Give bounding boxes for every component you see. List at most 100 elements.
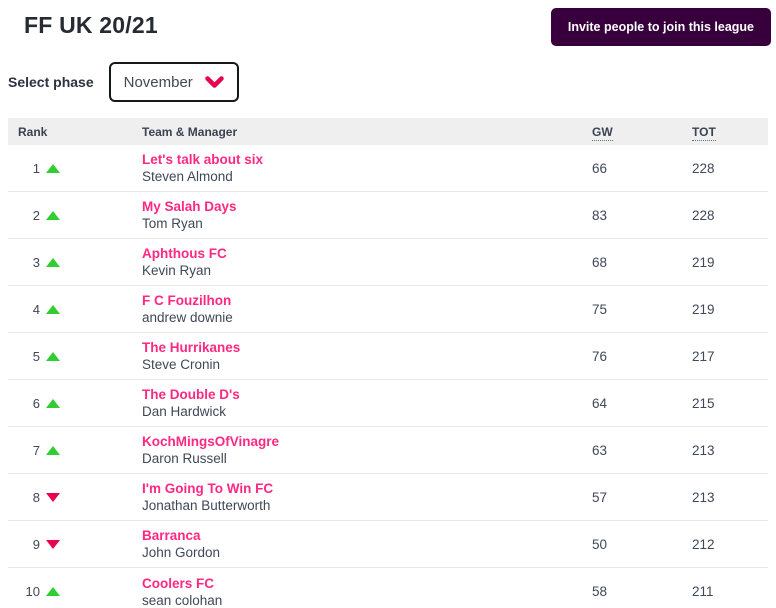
rank-number: 2 <box>32 207 40 223</box>
rank-number: 8 <box>32 489 40 505</box>
team-manager-cell: My Salah Days Tom Ryan <box>142 198 592 232</box>
rank-cell: 9 <box>18 537 142 552</box>
team-manager-cell: Barranca John Gordon <box>142 527 592 561</box>
column-header-tot: TOT <box>692 124 716 141</box>
team-manager-cell: KochMingsOfVinagre Daron Russell <box>142 433 592 467</box>
team-name-link[interactable]: Barranca <box>142 528 201 543</box>
team-manager-cell: The Hurrikanes Steve Cronin <box>142 339 592 373</box>
manager-name: Tom Ryan <box>142 216 203 231</box>
manager-name: Dan Hardwick <box>142 404 227 419</box>
team-manager-cell: Aphthous FC Kevin Ryan <box>142 245 592 279</box>
manager-name: Steven Almond <box>142 169 233 184</box>
rank-number: 10 <box>25 584 40 599</box>
team-name-link[interactable]: My Salah Days <box>142 199 237 214</box>
total-points: 228 <box>692 207 715 223</box>
gw-points: 76 <box>592 348 608 364</box>
movement-up-icon <box>46 257 60 267</box>
rank-cell: 1 <box>18 161 142 176</box>
rank-cell: 7 <box>18 443 142 458</box>
gw-points: 83 <box>592 207 608 223</box>
team-manager-cell: The Double D's Dan Hardwick <box>142 386 592 420</box>
table-row: 8 I'm Going To Win FC Jonathan Butterwor… <box>8 474 768 521</box>
page-title: FF UK 20/21 <box>24 12 158 38</box>
column-header-rank: Rank <box>18 124 48 139</box>
phase-dropdown-value: November <box>123 73 193 91</box>
gw-points: 50 <box>592 536 608 552</box>
total-points: 213 <box>692 442 715 458</box>
team-manager-cell: Coolers FC sean colohan <box>142 575 592 608</box>
rank-number: 6 <box>32 395 40 411</box>
manager-name: Jonathan Butterworth <box>142 498 271 513</box>
table-row: 9 Barranca John Gordon 50 212 <box>8 521 768 568</box>
gw-points: 66 <box>592 160 608 176</box>
gw-points: 58 <box>592 584 608 599</box>
rank-cell: 10 <box>18 584 142 599</box>
rank-cell: 5 <box>18 349 142 364</box>
team-manager-cell: Let's talk about six Steven Almond <box>142 151 592 185</box>
team-name-link[interactable]: The Hurrikanes <box>142 340 241 355</box>
table-row: 2 My Salah Days Tom Ryan 83 228 <box>8 192 768 239</box>
phase-dropdown[interactable]: November <box>108 62 239 102</box>
gw-points: 57 <box>592 489 608 505</box>
team-name-link[interactable]: The Double D's <box>142 387 240 402</box>
manager-name: sean colohan <box>142 592 223 608</box>
team-manager-cell: I'm Going To Win FC Jonathan Butterworth <box>142 480 592 514</box>
table-row: 10 Coolers FC sean colohan 58 211 <box>8 568 768 608</box>
movement-up-icon <box>46 304 60 314</box>
table-body: 1 Let's talk about six Steven Almond 66 … <box>8 145 768 608</box>
gw-points: 68 <box>592 254 608 270</box>
movement-up-icon <box>46 351 60 361</box>
total-points: 211 <box>692 584 714 599</box>
manager-name: andrew downie <box>142 310 233 325</box>
gw-points: 63 <box>592 442 608 458</box>
rank-cell: 4 <box>18 302 142 317</box>
rank-cell: 2 <box>18 208 142 223</box>
total-points: 215 <box>692 395 715 411</box>
column-header-gw: GW <box>592 124 613 141</box>
rank-cell: 3 <box>18 255 142 270</box>
movement-up-icon <box>46 210 60 220</box>
total-points: 219 <box>692 254 715 270</box>
invite-people-button[interactable]: Invite people to join this league <box>550 8 771 46</box>
rank-number: 1 <box>32 160 40 176</box>
table-row: 1 Let's talk about six Steven Almond 66 … <box>8 145 768 192</box>
manager-name: Daron Russell <box>142 451 227 466</box>
team-name-link[interactable]: Coolers FC <box>142 575 215 591</box>
table-header-row: Rank Team & Manager GW TOT <box>8 118 768 145</box>
rank-cell: 8 <box>18 490 142 505</box>
column-header-team-manager: Team & Manager <box>142 124 238 139</box>
table-row: 3 Aphthous FC Kevin Ryan 68 219 <box>8 239 768 286</box>
movement-down-icon <box>46 492 60 502</box>
rank-cell: 6 <box>18 396 142 411</box>
total-points: 212 <box>692 536 715 552</box>
top-bar: FF UK 20/21 Invite people to join this l… <box>0 0 776 48</box>
movement-up-icon <box>46 163 60 173</box>
team-name-link[interactable]: I'm Going To Win FC <box>142 481 274 496</box>
team-name-link[interactable]: Aphthous FC <box>142 246 227 261</box>
phase-selector-row: Select phase November <box>8 62 776 102</box>
gw-points: 64 <box>592 395 608 411</box>
rank-number: 4 <box>32 301 40 317</box>
rank-number: 7 <box>32 442 40 458</box>
gw-points: 75 <box>592 301 608 317</box>
team-name-link[interactable]: KochMingsOfVinagre <box>142 434 280 449</box>
team-name-link[interactable]: F C Fouzilhon <box>142 293 232 308</box>
movement-down-icon <box>46 539 60 549</box>
team-name-link[interactable]: Let's talk about six <box>142 152 263 167</box>
manager-name: Kevin Ryan <box>142 263 212 278</box>
table-row: 6 The Double D's Dan Hardwick 64 215 <box>8 380 768 427</box>
movement-up-icon <box>46 398 60 408</box>
rank-number: 5 <box>32 348 40 364</box>
table-row: 4 F C Fouzilhon andrew downie 75 219 <box>8 286 768 333</box>
select-phase-label: Select phase <box>8 74 94 90</box>
table-row: 7 KochMingsOfVinagre Daron Russell 63 21… <box>8 427 768 474</box>
team-manager-cell: F C Fouzilhon andrew downie <box>142 292 592 326</box>
total-points: 228 <box>692 160 715 176</box>
manager-name: Steve Cronin <box>142 357 221 372</box>
chevron-down-icon <box>205 75 224 89</box>
movement-up-icon <box>46 587 60 596</box>
movement-up-icon <box>46 445 60 455</box>
total-points: 219 <box>692 301 715 317</box>
standings-table: Rank Team & Manager GW TOT 1 Let's talk … <box>8 118 768 608</box>
manager-name: John Gordon <box>142 545 221 560</box>
